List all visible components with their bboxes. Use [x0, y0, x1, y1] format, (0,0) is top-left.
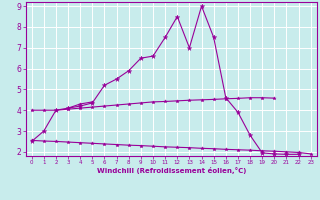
X-axis label: Windchill (Refroidissement éolien,°C): Windchill (Refroidissement éolien,°C)	[97, 167, 246, 174]
